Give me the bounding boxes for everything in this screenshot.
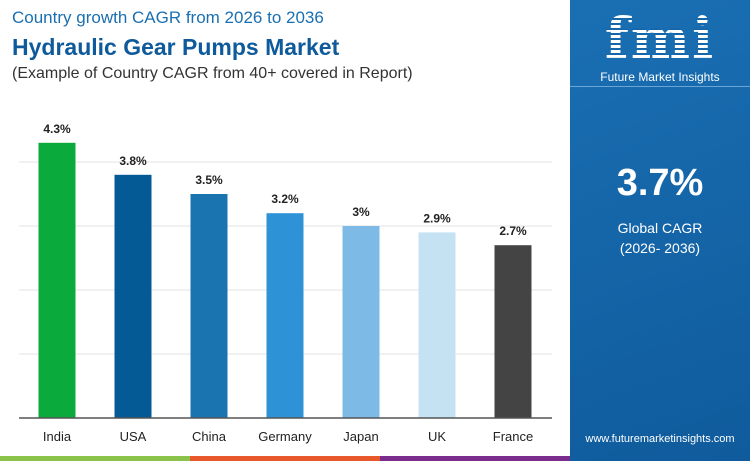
x-tick-label: USA bbox=[120, 429, 147, 444]
x-tick-label: Germany bbox=[258, 429, 312, 444]
color-strip bbox=[190, 456, 380, 461]
data-label: 3.5% bbox=[195, 173, 223, 187]
info-panel: fmi Future Market Insights 3.7% Global C… bbox=[570, 0, 750, 461]
bar-germany bbox=[266, 213, 304, 418]
color-strip bbox=[380, 456, 570, 461]
fmi-logo: fmi Future Market Insights bbox=[598, 10, 722, 84]
bar-chart: 4.3% India 3.8% USA 3.5% China 3.2% Germany 3% Ja… bbox=[19, 122, 552, 444]
bar-india bbox=[38, 142, 76, 419]
chart-note: (Example of Country CAGR from 40+ covere… bbox=[12, 65, 413, 82]
bar-usa bbox=[114, 174, 152, 418]
data-label: 2.7% bbox=[499, 224, 527, 238]
data-label: 4.3% bbox=[43, 122, 71, 136]
global-cagr-value: 3.7% bbox=[616, 162, 704, 204]
data-label: 2.9% bbox=[423, 211, 451, 225]
chart-subtitle: Country growth CAGR from 2026 to 2036 bbox=[12, 8, 324, 27]
divider bbox=[570, 86, 750, 87]
chart-title: Hydraulic Gear Pumps Market bbox=[12, 34, 340, 60]
brand-name: Future Market Insights bbox=[600, 70, 720, 84]
global-cagr-period: (2026- 2036) bbox=[619, 240, 701, 256]
x-tick-label: Japan bbox=[343, 429, 378, 444]
website-url[interactable]: www.futuremarketinsights.com bbox=[585, 433, 735, 445]
bar-france bbox=[494, 245, 532, 418]
global-cagr-label: Global CAGR bbox=[617, 220, 703, 236]
bar-uk bbox=[418, 232, 456, 418]
x-tick-label: UK bbox=[428, 429, 446, 444]
data-label: 3.8% bbox=[119, 154, 147, 168]
bar-china bbox=[190, 194, 228, 418]
data-label: 3% bbox=[352, 205, 370, 219]
x-tick-label: France bbox=[493, 429, 533, 444]
data-label: 3.2% bbox=[271, 192, 299, 206]
x-tick-label: India bbox=[43, 429, 72, 444]
color-strip bbox=[0, 456, 190, 461]
x-tick-label: China bbox=[192, 429, 227, 444]
bar-japan bbox=[342, 226, 380, 418]
